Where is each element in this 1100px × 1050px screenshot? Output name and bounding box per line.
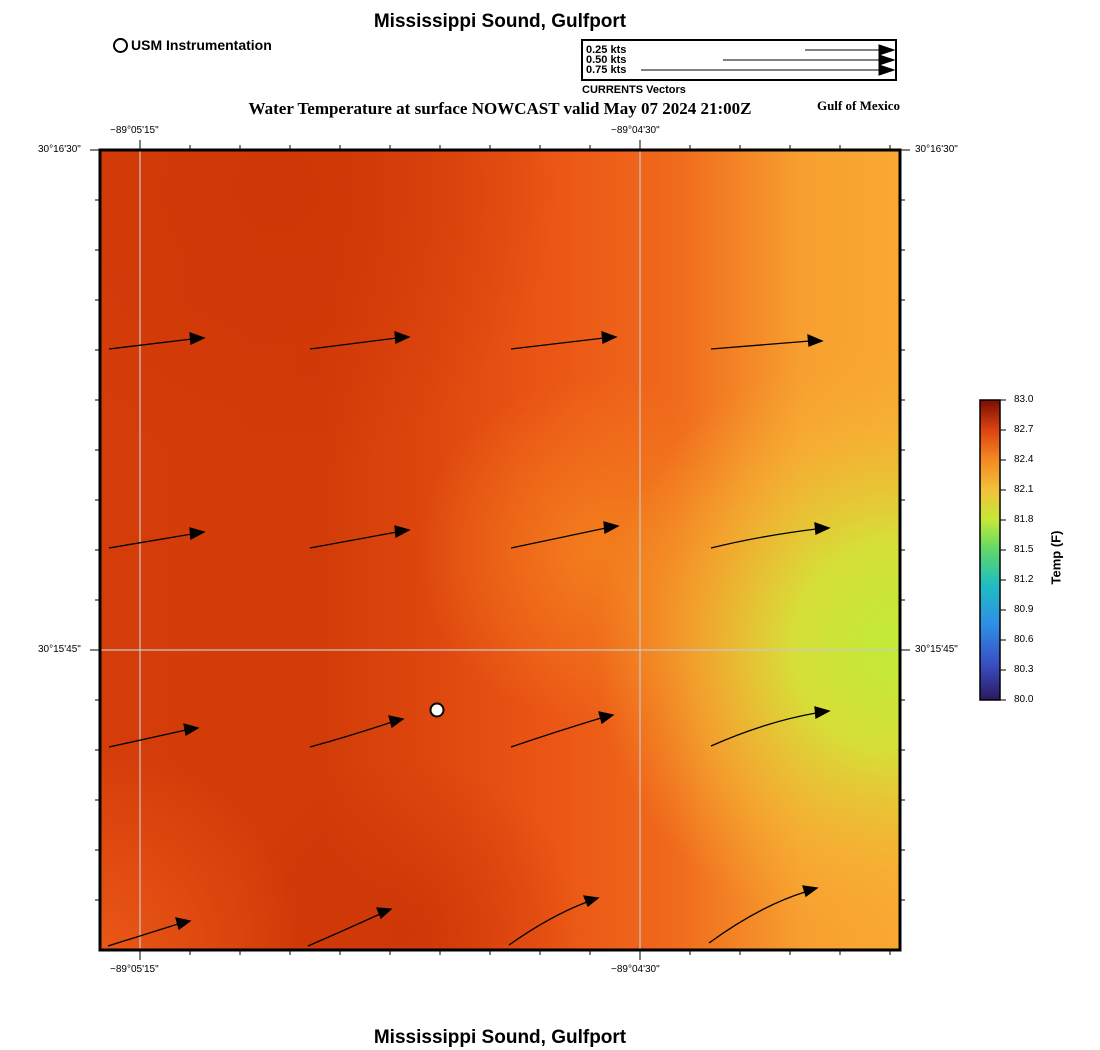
colorbar-label: 81.5 <box>1014 544 1034 555</box>
scale-arrowhead-icon <box>878 64 895 76</box>
scale-arrowhead-icon <box>878 44 895 56</box>
current-arrow-icon <box>309 721 393 748</box>
current-arrow-icon <box>508 901 588 946</box>
current-arrow-icon <box>108 338 193 350</box>
y-right-tick-label: 30°15'45" <box>915 644 958 655</box>
y-right-tick-label: 30°16'30" <box>915 144 958 155</box>
arrowhead-icon <box>582 895 600 908</box>
colorbar-label: 81.2 <box>1014 574 1034 585</box>
vector-scale-legend: 0.25 kts 0.50 kts 0.75 kts <box>581 39 897 81</box>
temperature-field <box>100 150 900 950</box>
colorbar-label: 83.0 <box>1014 394 1034 405</box>
map-main-title: Water Temperature at surface NOWCAST val… <box>248 99 752 118</box>
arrowhead-icon <box>376 907 393 920</box>
arrowhead-icon <box>189 332 206 345</box>
colorbar-title: Temp (F) <box>1048 530 1064 585</box>
arrowhead-icon <box>598 711 615 725</box>
y-left-tick-label: 30°16'30" <box>38 144 81 155</box>
x-top-tick-label: −89°05'15" <box>110 125 159 136</box>
current-arrow-icon <box>510 717 602 748</box>
current-arrow-icon <box>710 712 817 747</box>
grid-lines <box>100 150 900 950</box>
current-arrow-icon <box>510 527 607 549</box>
x-top-tick-label: −89°04'30" <box>611 125 660 136</box>
x-bottom-tick-label: −89°05'15" <box>110 964 159 975</box>
arrowhead-icon <box>603 521 620 535</box>
vector-scale-row: 0.50 kts <box>586 54 627 66</box>
map-title-bottom: Mississippi Sound, Gulfport <box>373 1027 627 1048</box>
map-frame <box>90 140 910 960</box>
vector-scale-arrows <box>641 44 895 76</box>
arrowhead-icon <box>394 331 411 344</box>
arrowhead-icon <box>175 917 192 931</box>
map-title-top: Mississippi Sound, Gulfport <box>373 11 627 32</box>
current-arrow-icon <box>309 531 398 549</box>
y-left-tick-label: 30°15'45" <box>38 644 81 655</box>
usm-station-marker <box>429 702 445 718</box>
arrowhead-icon <box>807 333 824 347</box>
current-arrow-icon <box>107 923 179 947</box>
colorbar-label: 81.8 <box>1014 514 1034 525</box>
vector-legend-caption: CURRENTS Vectors <box>582 84 686 96</box>
current-arrow-icon <box>108 533 193 549</box>
arrowhead-icon <box>388 715 405 729</box>
current-arrow-icon <box>710 340 811 350</box>
colorbar-label: 82.7 <box>1014 424 1034 435</box>
station-legend-label: USM Instrumentation <box>131 37 272 53</box>
current-arrow-icon <box>710 528 817 549</box>
arrowhead-icon <box>802 885 819 898</box>
arrowhead-icon <box>601 331 618 344</box>
region-label: Gulf of Mexico <box>816 98 900 113</box>
vector-scale-row: 0.25 kts <box>586 44 627 56</box>
x-bottom-tick-label: −89°04'30" <box>611 964 660 975</box>
colorbar-label: 80.3 <box>1014 664 1034 675</box>
arrowhead-icon <box>189 527 206 541</box>
colorbar-label: 80.9 <box>1014 604 1034 615</box>
arrowhead-icon <box>814 522 831 535</box>
scale-arrowhead-icon <box>878 54 895 66</box>
colorbar <box>979 399 1006 701</box>
current-arrow-icon <box>307 913 381 947</box>
vector-scale-row: 0.75 kts <box>586 64 627 76</box>
colorbar-label: 80.6 <box>1014 634 1034 645</box>
current-arrow-icon <box>510 337 605 350</box>
current-arrow-icon <box>309 337 398 350</box>
colorbar-label: 82.1 <box>1014 484 1034 495</box>
arrowhead-icon <box>183 723 200 737</box>
arrowhead-icon <box>814 706 831 720</box>
current-vectors <box>107 331 831 947</box>
current-arrow-icon <box>108 729 187 748</box>
station-legend: USM Instrumentation <box>113 37 272 53</box>
station-circle-icon <box>113 37 128 53</box>
colorbar-label: 80.0 <box>1014 694 1034 705</box>
colorbar-label: 82.4 <box>1014 454 1034 465</box>
current-arrow-icon <box>708 891 806 944</box>
arrowhead-icon <box>394 525 411 539</box>
